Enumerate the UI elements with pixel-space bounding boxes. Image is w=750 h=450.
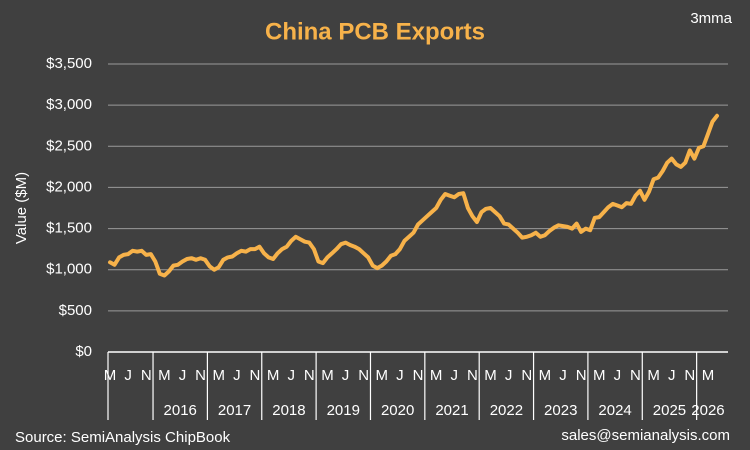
x-tick-label: M xyxy=(321,367,334,384)
x-tick-label: N xyxy=(195,367,206,384)
year-label: 2025 xyxy=(653,402,686,419)
x-tick-label: N xyxy=(141,367,152,384)
x-tick-label: J xyxy=(179,367,187,384)
x-tick-label: N xyxy=(576,367,587,384)
y-tick-label: $3,500 xyxy=(46,55,92,72)
x-tick-label: M xyxy=(212,367,225,384)
x-tick-label: J xyxy=(614,367,622,384)
x-tick-label: J xyxy=(559,367,567,384)
x-tick-label: M xyxy=(484,367,497,384)
contact: sales@semianalysis.com xyxy=(561,427,730,444)
x-tick-label: J xyxy=(668,367,676,384)
x-tick-label: J xyxy=(451,367,459,384)
year-label: 2017 xyxy=(218,402,251,419)
x-tick-label: M xyxy=(104,367,117,384)
y-tick-label: $1,000 xyxy=(46,261,92,278)
x-tick-label: N xyxy=(413,367,424,384)
x-tick-label: J xyxy=(342,367,350,384)
x-tick-label: N xyxy=(304,367,315,384)
x-tick-label: M xyxy=(539,367,552,384)
x-tick-label: N xyxy=(630,367,641,384)
x-tick-label: J xyxy=(124,367,132,384)
x-tick-label: M xyxy=(430,367,443,384)
chart-title: China PCB Exports xyxy=(265,18,485,45)
year-label: 2021 xyxy=(435,402,468,419)
x-tick-label: N xyxy=(358,367,369,384)
x-tick-label: J xyxy=(505,367,513,384)
x-tick-label: J xyxy=(396,367,404,384)
y-axis-label: Value ($M) xyxy=(13,172,30,244)
y-tick-label: $2,000 xyxy=(46,178,92,195)
x-tick-label: N xyxy=(467,367,478,384)
y-tick-label: $1,500 xyxy=(46,220,92,237)
x-tick-label: J xyxy=(287,367,295,384)
y-tick-label: $2,500 xyxy=(46,137,92,154)
subtitle: 3mma xyxy=(690,10,732,27)
x-tick-label: N xyxy=(521,367,532,384)
x-tick-label: M xyxy=(593,367,606,384)
x-tick-label: M xyxy=(376,367,389,384)
data-line xyxy=(108,113,719,278)
year-label: 2019 xyxy=(327,402,360,419)
year-label: 2026 xyxy=(691,402,724,419)
x-tick-label: N xyxy=(250,367,261,384)
x-tick-label: J xyxy=(233,367,241,384)
year-label: 2018 xyxy=(272,402,305,419)
x-tick-label: M xyxy=(702,367,715,384)
year-label: 2020 xyxy=(381,402,414,419)
x-tick-label: N xyxy=(684,367,695,384)
year-label: 2022 xyxy=(490,402,523,419)
x-tick-label: M xyxy=(647,367,660,384)
year-label: 2016 xyxy=(164,402,197,419)
year-label: 2024 xyxy=(598,402,631,419)
source: Source: SemiAnalysis ChipBook xyxy=(15,429,231,446)
y-tick-label: $0 xyxy=(75,343,92,360)
y-tick-label: $500 xyxy=(59,302,92,319)
y-tick-label: $3,000 xyxy=(46,96,92,113)
x-tick-label: M xyxy=(267,367,280,384)
x-tick-label: M xyxy=(158,367,171,384)
year-label: 2023 xyxy=(544,402,577,419)
